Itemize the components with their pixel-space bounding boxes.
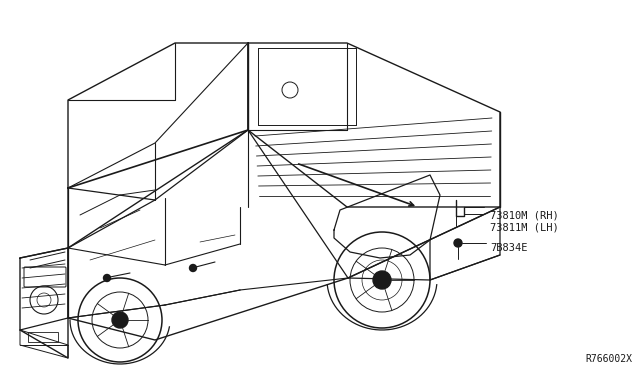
Circle shape xyxy=(454,239,462,247)
Text: 73810M (RH): 73810M (RH) xyxy=(490,210,559,220)
Text: 7B834E: 7B834E xyxy=(490,243,527,253)
Circle shape xyxy=(112,312,128,328)
Text: R766002X: R766002X xyxy=(585,354,632,364)
Circle shape xyxy=(189,264,196,272)
Circle shape xyxy=(373,271,391,289)
Circle shape xyxy=(104,275,111,282)
Text: 73811M (LH): 73811M (LH) xyxy=(490,223,559,233)
